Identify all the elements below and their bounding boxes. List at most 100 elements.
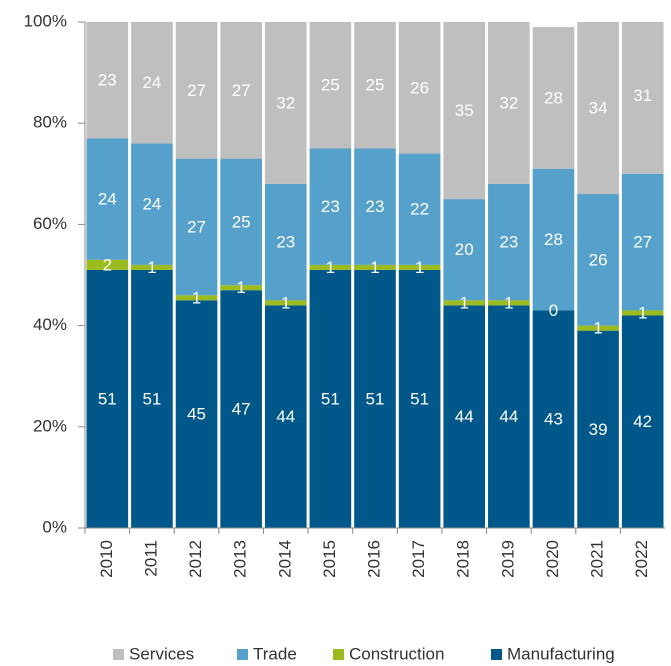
bar-segment <box>398 269 441 528</box>
bar-segment <box>621 310 664 316</box>
bar-segment <box>577 22 619 195</box>
y-tick-label: 80% <box>33 113 67 132</box>
value-label: 26 <box>589 250 608 269</box>
value-label: 44 <box>499 407 518 426</box>
value-label: 42 <box>633 412 652 431</box>
value-label: 25 <box>232 212 251 231</box>
bar-segment <box>175 295 218 301</box>
x-tick-label: 2018 <box>454 540 473 578</box>
value-label: 24 <box>142 195 161 214</box>
value-label: 27 <box>633 233 652 252</box>
legend-swatch <box>237 649 248 660</box>
bar-segment <box>354 269 396 528</box>
bar-segment <box>443 199 486 301</box>
bar-segment <box>354 148 396 265</box>
bar-segment <box>175 158 218 296</box>
plot-area <box>86 22 664 528</box>
value-label: 1 <box>593 319 602 338</box>
value-label: 25 <box>321 76 340 95</box>
value-label: 1 <box>326 258 335 277</box>
bar-segment <box>309 148 352 265</box>
value-label: 20 <box>455 240 474 259</box>
bar-segment <box>131 269 173 528</box>
value-label: 23 <box>98 71 117 90</box>
bar-segment <box>220 285 262 291</box>
value-label: 23 <box>366 197 385 216</box>
value-label: 1 <box>638 303 647 322</box>
x-tick-label: 2022 <box>632 540 651 578</box>
value-label: 51 <box>410 389 429 408</box>
value-label: 45 <box>187 405 206 424</box>
bar-segment <box>86 269 129 528</box>
value-label: 39 <box>589 420 608 439</box>
y-tick-label: 0% <box>42 517 67 536</box>
value-label: 25 <box>366 76 385 95</box>
bar-segment <box>354 22 396 149</box>
x-tick-label: 2012 <box>186 540 205 578</box>
bar-segment <box>86 259 129 270</box>
legend-swatch <box>113 649 124 660</box>
x-tick-label: 2014 <box>275 540 294 578</box>
bar-segment <box>398 22 441 154</box>
bar-segment <box>131 143 173 265</box>
bar-segment <box>264 305 307 528</box>
bar-segment <box>264 22 307 184</box>
bar-segment <box>220 158 262 286</box>
value-label: 32 <box>499 93 518 112</box>
x-tick-label: 2015 <box>320 540 339 578</box>
value-label: 22 <box>410 200 429 219</box>
bar-segment <box>621 22 664 174</box>
legend-label: Trade <box>253 644 297 663</box>
value-label: 51 <box>98 389 117 408</box>
bar-segment <box>131 22 173 144</box>
x-tick-label: 2017 <box>409 540 428 578</box>
bar-segment <box>488 22 530 184</box>
value-label: 23 <box>499 233 518 252</box>
value-label: 34 <box>589 99 608 118</box>
value-label: 1 <box>459 293 468 312</box>
bar-segment <box>220 22 262 159</box>
bar-segment <box>220 290 262 528</box>
bar-segment <box>175 300 218 528</box>
value-label: 27 <box>187 81 206 100</box>
legend-swatch <box>333 649 344 660</box>
y-tick-label: 60% <box>33 214 67 233</box>
bar-segment <box>86 22 129 139</box>
bar-segment <box>398 153 441 265</box>
value-label: 26 <box>410 78 429 97</box>
bar-segment <box>532 27 575 169</box>
y-tick-label: 40% <box>33 315 67 334</box>
value-label: 23 <box>276 233 295 252</box>
bar-segment <box>398 264 441 270</box>
value-label: 32 <box>276 93 295 112</box>
x-tick-label: 2010 <box>97 540 116 578</box>
value-label: 28 <box>544 88 563 107</box>
value-label: 44 <box>455 407 474 426</box>
bar-segment <box>488 183 530 301</box>
y-tick-label: 100% <box>24 11 67 30</box>
value-label: 44 <box>276 407 295 426</box>
bar-segment <box>532 310 575 528</box>
value-label: 1 <box>504 293 513 312</box>
bar-segment <box>443 300 486 306</box>
value-label: 24 <box>98 190 117 209</box>
bar-segment <box>488 305 530 528</box>
bar-segment <box>354 264 396 270</box>
bar-segment <box>621 315 664 528</box>
value-label: 23 <box>321 197 340 216</box>
value-label: 2 <box>103 255 112 274</box>
bar-segment <box>488 300 530 306</box>
bar-segment <box>577 330 619 528</box>
value-label: 1 <box>236 278 245 297</box>
bar-segment <box>309 22 352 149</box>
value-label: 1 <box>370 258 379 277</box>
bar-segment <box>621 173 664 311</box>
bar-segment <box>577 194 619 326</box>
x-tick-label: 2019 <box>498 540 517 578</box>
value-label: 31 <box>633 86 652 105</box>
value-label: 0 <box>549 301 558 320</box>
legend-swatch <box>491 649 502 660</box>
value-label: 1 <box>192 288 201 307</box>
value-label: 51 <box>321 389 340 408</box>
